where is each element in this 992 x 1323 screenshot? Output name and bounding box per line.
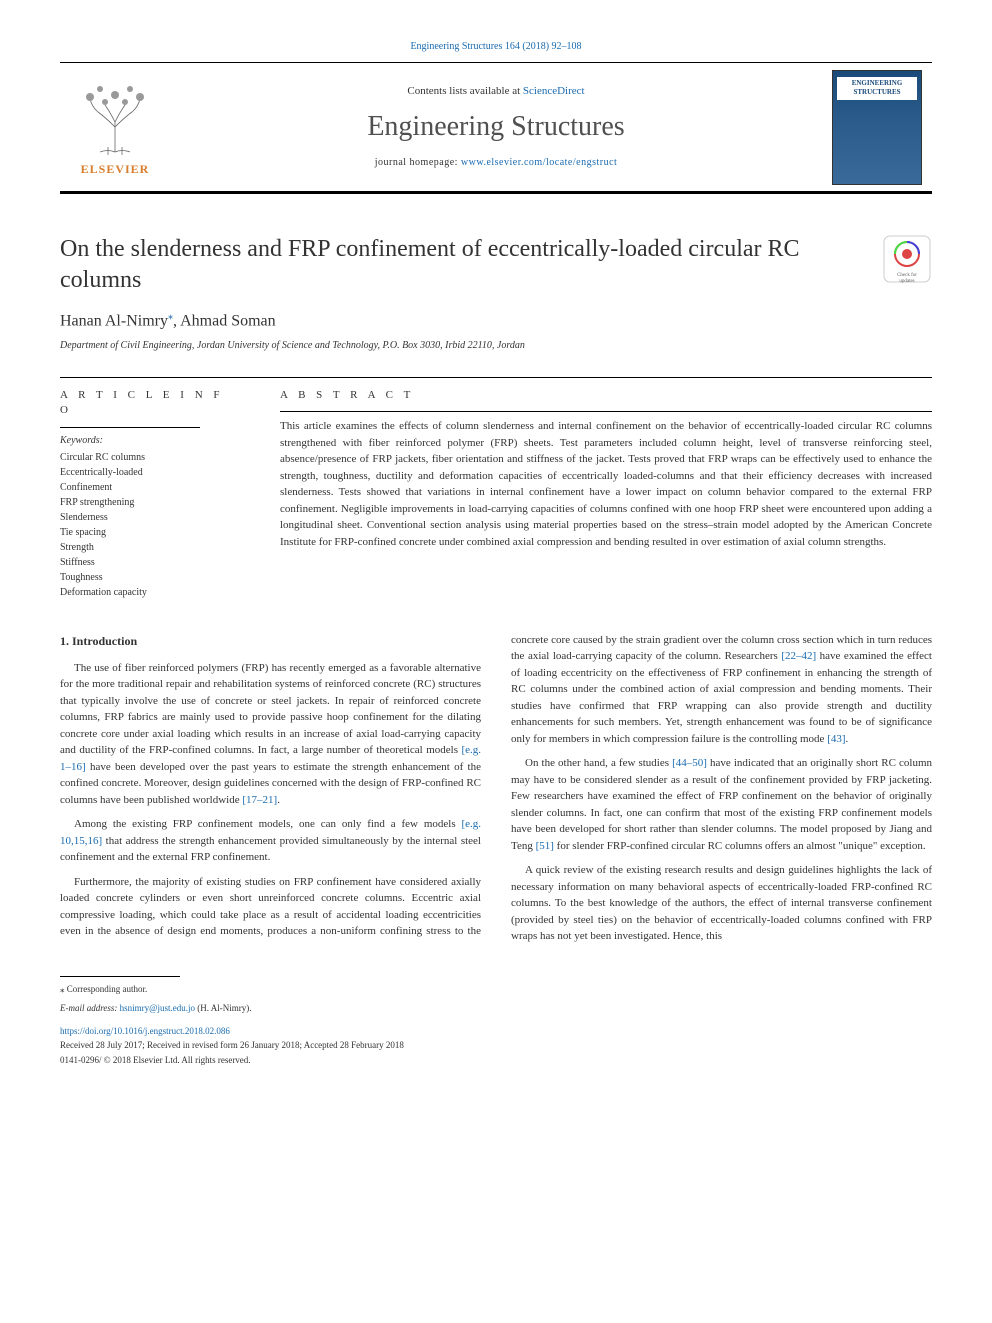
ref-link-43[interactable]: [43] bbox=[827, 733, 845, 745]
abstract-label: A B S T R A C T bbox=[280, 388, 932, 403]
email-link[interactable]: hsnimry@just.edu.jo bbox=[120, 1003, 195, 1013]
keyword-item: Tie spacing bbox=[60, 525, 240, 540]
keyword-item: Deformation capacity bbox=[60, 585, 240, 600]
journal-cover-thumbnail: ENGINEERING STRUCTURES bbox=[832, 70, 922, 185]
body-p5: A quick review of the existing research … bbox=[511, 862, 932, 945]
ref-link-17-21[interactable]: [17–21] bbox=[242, 794, 277, 806]
article-header: On the slenderness and FRP confinement o… bbox=[60, 234, 932, 353]
doi-link[interactable]: https://doi.org/10.1016/j.engstruct.2018… bbox=[60, 1026, 230, 1036]
abstract-column: A B S T R A C T This article examines th… bbox=[260, 378, 932, 600]
info-abstract-row: A R T I C L E I N F O Keywords: Circular… bbox=[60, 377, 932, 600]
journal-name: Engineering Structures bbox=[170, 107, 822, 146]
keyword-item: Strength bbox=[60, 540, 240, 555]
keywords-label: Keywords: bbox=[60, 434, 240, 448]
contents-prefix: Contents lists available at bbox=[407, 85, 522, 97]
article-title: On the slenderness and FRP confinement o… bbox=[60, 234, 862, 296]
elsevier-tree-icon bbox=[80, 77, 150, 157]
cover-title-text: ENGINEERING STRUCTURES bbox=[837, 77, 917, 101]
keywords-list: Circular RC columnsEccentrically-loadedC… bbox=[60, 450, 240, 600]
keyword-item: FRP strengthening bbox=[60, 495, 240, 510]
body-section: 1. Introduction The use of fiber reinfor… bbox=[60, 632, 932, 947]
body-p4: On the other hand, a few studies [44–50]… bbox=[511, 755, 932, 854]
authors: Hanan Al-Nimry⁎, Ahmad Soman bbox=[60, 310, 862, 333]
footer-divider bbox=[60, 976, 180, 977]
keyword-item: Stiffness bbox=[60, 555, 240, 570]
homepage-line: journal homepage: www.elsevier.com/locat… bbox=[170, 156, 822, 170]
copyright-line: 0141-0296/ © 2018 Elsevier Ltd. All righ… bbox=[60, 1054, 932, 1067]
article-info-label: A R T I C L E I N F O bbox=[60, 388, 240, 419]
homepage-link[interactable]: www.elsevier.com/locate/engstruct bbox=[461, 157, 617, 168]
received-line: Received 28 July 2017; Received in revis… bbox=[60, 1039, 932, 1052]
email-label: E-mail address: bbox=[60, 1003, 120, 1013]
body-p1: The use of fiber reinforced polymers (FR… bbox=[60, 660, 481, 809]
keyword-item: Eccentrically-loaded bbox=[60, 465, 240, 480]
ref-link-22-42[interactable]: [22–42] bbox=[781, 650, 816, 662]
ref-link-51[interactable]: [51] bbox=[536, 840, 554, 852]
svg-text:Check for: Check for bbox=[897, 273, 917, 278]
svg-text:updates: updates bbox=[899, 279, 914, 284]
journal-header: ELSEVIER Contents lists available at Sci… bbox=[60, 62, 932, 194]
page-container: Engineering Structures 164 (2018) 92–108 bbox=[0, 0, 992, 1096]
email-suffix: (H. Al-Nimry). bbox=[195, 1003, 252, 1013]
contents-line: Contents lists available at ScienceDirec… bbox=[170, 84, 822, 99]
info-divider bbox=[60, 427, 200, 428]
publisher-name: ELSEVIER bbox=[81, 161, 150, 178]
sciencedirect-link[interactable]: ScienceDirect bbox=[523, 85, 585, 97]
intro-heading: 1. Introduction bbox=[60, 632, 481, 650]
keyword-item: Confinement bbox=[60, 480, 240, 495]
header-center: Contents lists available at ScienceDirec… bbox=[170, 84, 822, 171]
body-p2: Among the existing FRP confinement model… bbox=[60, 816, 481, 866]
keyword-item: Toughness bbox=[60, 570, 240, 585]
author-2: , Ahmad Soman bbox=[173, 313, 276, 330]
affiliation: Department of Civil Engineering, Jordan … bbox=[60, 339, 862, 353]
keyword-item: Slenderness bbox=[60, 510, 240, 525]
corresponding-author-note: ⁎ Corresponding author. bbox=[60, 983, 932, 996]
body-two-column: 1. Introduction The use of fiber reinfor… bbox=[60, 632, 932, 947]
author-1: Hanan Al-Nimry bbox=[60, 313, 168, 330]
abstract-divider bbox=[280, 411, 932, 412]
cover-thumb-block: ENGINEERING STRUCTURES bbox=[822, 62, 932, 192]
homepage-prefix: journal homepage: bbox=[375, 157, 461, 168]
top-citation: Engineering Structures 164 (2018) 92–108 bbox=[60, 40, 932, 54]
check-updates-icon[interactable]: Check for updates bbox=[882, 234, 932, 284]
keyword-item: Circular RC columns bbox=[60, 450, 240, 465]
publisher-logo-block: ELSEVIER bbox=[60, 62, 170, 192]
doi-block: https://doi.org/10.1016/j.engstruct.2018… bbox=[60, 1025, 932, 1038]
top-citation-link[interactable]: Engineering Structures 164 (2018) 92–108 bbox=[410, 41, 581, 52]
article-info-column: A R T I C L E I N F O Keywords: Circular… bbox=[60, 378, 260, 600]
email-note: E-mail address: hsnimry@just.edu.jo (H. … bbox=[60, 1002, 932, 1015]
ref-link-44-50[interactable]: [44–50] bbox=[672, 757, 707, 769]
article-title-block: On the slenderness and FRP confinement o… bbox=[60, 234, 862, 353]
abstract-text: This article examines the effects of col… bbox=[280, 418, 932, 550]
